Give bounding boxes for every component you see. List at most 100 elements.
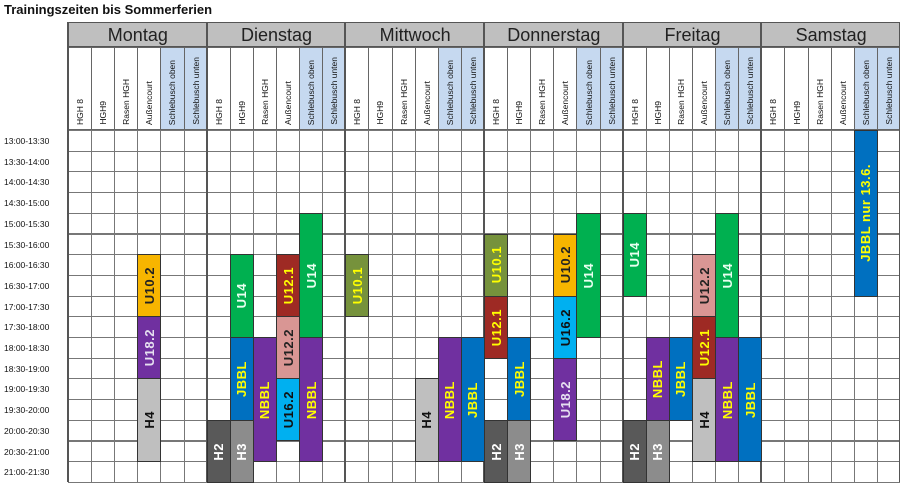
grid-cell <box>160 378 185 401</box>
grid-cell <box>160 337 185 359</box>
grid-cell <box>368 419 393 442</box>
time-slot-label: 16:30-17:00 <box>4 280 50 291</box>
grid-cell <box>876 233 900 256</box>
grid-cell <box>299 150 324 173</box>
grid-cell <box>784 233 809 256</box>
grid-cell <box>276 212 301 235</box>
training-block-label: H4 <box>419 411 435 430</box>
column-label: Rasen HGH <box>259 79 270 125</box>
day-divider <box>344 22 347 482</box>
grid-cell <box>576 357 601 380</box>
grid-cell <box>460 254 485 276</box>
grid-cell <box>368 274 393 297</box>
training-block-label: H2 <box>627 442 643 461</box>
grid-cell <box>183 440 208 463</box>
grid-cell <box>645 130 670 152</box>
grid-cell <box>599 171 624 194</box>
grid-cell <box>530 295 555 318</box>
grid-cell <box>876 440 900 463</box>
grid-cell <box>345 357 370 380</box>
grid-cell <box>576 440 601 463</box>
time-slot-label: 14:00-14:30 <box>4 177 50 188</box>
grid-cell <box>876 171 900 194</box>
training-block-label: U12.1 <box>696 329 712 367</box>
grid-cell <box>414 274 439 297</box>
training-block-label: U16.2 <box>557 308 573 346</box>
training-block: JBBL nur 13.6. <box>853 130 878 297</box>
time-slot-label: 13:00-13:30 <box>4 136 50 146</box>
training-block-label: JBBL <box>511 360 527 397</box>
grid-cell <box>484 130 509 152</box>
grid-cell <box>322 399 347 421</box>
column-label: HGH9 <box>236 101 247 125</box>
grid-cell <box>91 130 116 152</box>
grid-cell <box>830 212 855 235</box>
grid-cell <box>414 337 439 359</box>
grid-cell <box>876 254 900 276</box>
training-block: H2 <box>484 419 509 483</box>
grid-cell <box>715 192 740 214</box>
grid-cell <box>114 461 139 483</box>
training-block-label: H4 <box>141 411 157 430</box>
training-block: NBBL <box>299 337 324 463</box>
column-header: Außencourt <box>830 47 855 130</box>
grid-cell <box>599 130 624 152</box>
grid-cell <box>668 233 693 256</box>
grid-cell <box>183 461 208 483</box>
grid-cell <box>599 254 624 276</box>
training-block: H3 <box>507 419 532 483</box>
training-block: JBBL <box>668 337 693 421</box>
grid-cell <box>715 461 740 483</box>
grid-cell <box>645 274 670 297</box>
grid-cell <box>137 212 162 235</box>
grid-cell <box>599 440 624 463</box>
grid-cell <box>68 316 93 338</box>
grid-cell <box>807 461 832 483</box>
grid-cell <box>876 357 900 380</box>
grid-cell <box>761 419 786 442</box>
grid-cell <box>206 378 231 401</box>
grid-cell <box>738 150 763 173</box>
column-label: Schlebusch unten <box>745 57 756 125</box>
grid-cell <box>391 378 416 401</box>
column-label: HGH 8 <box>213 99 224 125</box>
grid-cell <box>137 150 162 173</box>
grid-cell <box>784 130 809 152</box>
grid-cell <box>345 419 370 442</box>
grid-cell <box>599 150 624 173</box>
grid-cell <box>507 171 532 194</box>
grid-cell <box>68 440 93 463</box>
grid-cell <box>784 150 809 173</box>
training-block: H4 <box>692 378 717 463</box>
grid-cell <box>876 419 900 442</box>
grid-cell <box>368 130 393 152</box>
grid-cell <box>368 212 393 235</box>
grid-cell <box>391 192 416 214</box>
column-header: HGH 8 <box>622 47 647 130</box>
grid-cell <box>391 130 416 152</box>
grid-cell <box>68 192 93 214</box>
grid-cell <box>830 254 855 276</box>
training-block-label: U14 <box>303 262 319 289</box>
column-label: HGH 8 <box>629 99 640 125</box>
training-block: U12.2 <box>692 254 717 318</box>
grid-cell <box>876 295 900 318</box>
grid-cell <box>68 254 93 276</box>
grid-cell <box>368 461 393 483</box>
grid-cell <box>276 233 301 256</box>
training-block-label: JBBL <box>742 381 758 418</box>
column-label: HGH 8 <box>75 99 86 125</box>
grid-cell <box>414 171 439 194</box>
training-block-label: U14 <box>719 262 735 289</box>
grid-cell <box>807 337 832 359</box>
column-header: HGH 8 <box>68 47 93 130</box>
time-slot-label: 18:30-19:00 <box>4 363 50 374</box>
grid-cell <box>368 399 393 421</box>
grid-cell <box>761 192 786 214</box>
grid-cell <box>183 192 208 214</box>
grid-cell <box>68 130 93 152</box>
grid-cell <box>622 357 647 380</box>
grid-cell <box>553 130 578 152</box>
training-block-label: U18.2 <box>141 329 157 367</box>
training-block-label: U14 <box>234 283 250 309</box>
